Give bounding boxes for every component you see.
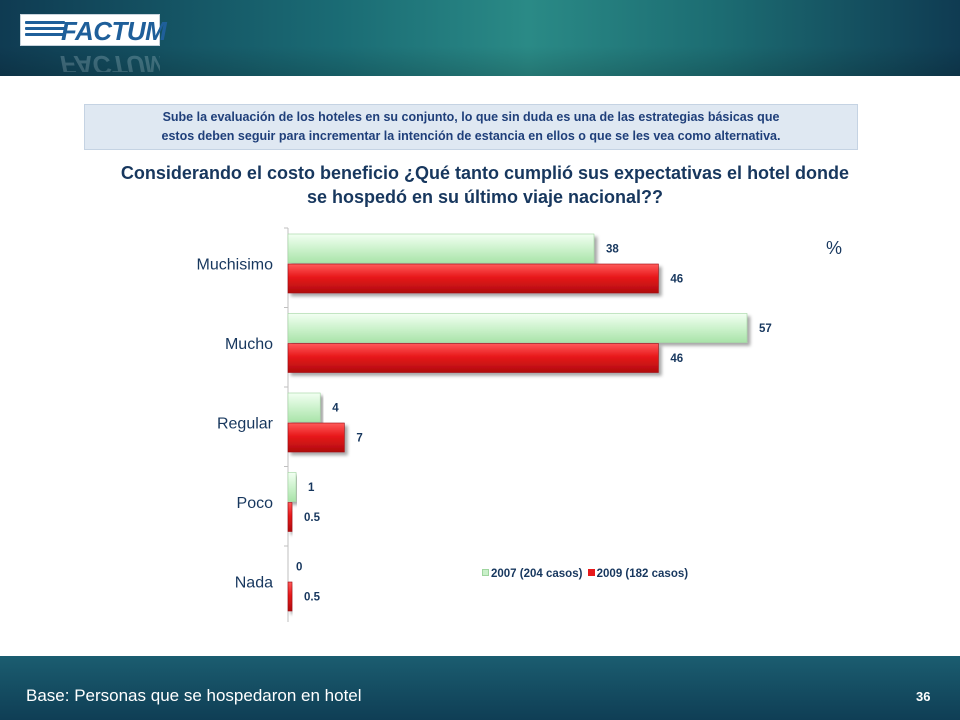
bar-mucho-2007	[287, 313, 748, 343]
summary-note: Sube la evaluación de los hoteles en su …	[84, 104, 858, 150]
note-line-1: Sube la evaluación de los hoteles en su …	[162, 110, 780, 124]
data-label-muchisimo-2009: 46	[670, 274, 683, 286]
header-banner: FACTUM FACTUM	[0, 0, 960, 76]
chart-question-title: Considerando el costo beneficio ¿Qué tan…	[90, 161, 880, 209]
data-label-poco-2009: 0.5	[304, 512, 321, 524]
legend-item-2009: 2009 (182 casos)	[587, 568, 689, 580]
bar-muchisimo-2009	[287, 263, 659, 294]
legend-label-2007: 2007 (204 casos)	[491, 568, 583, 580]
category-label-poco: Poco	[237, 495, 274, 512]
chart-legend: 2007 (204 casos) 2009 (182 casos)	[482, 568, 690, 584]
data-label-mucho-2007: 57	[759, 323, 772, 335]
category-label-regular: Regular	[217, 416, 274, 433]
legend-swatch-2009	[587, 569, 595, 576]
bar-poco-2009	[287, 502, 293, 532]
data-label-mucho-2009: 46	[670, 353, 683, 365]
legend-label-2009: 2009 (182 casos)	[596, 568, 689, 580]
category-label-mucho: Mucho	[225, 336, 273, 353]
data-label-poco-2007: 1	[308, 482, 315, 494]
legend-item-2007: 2007 (204 casos)	[482, 568, 582, 580]
logo-text: FACTUM	[61, 16, 167, 46]
question-line-2: se hospedó en su último viaje nacional??	[306, 187, 664, 207]
factum-logo: FACTUM	[20, 14, 167, 46]
category-label-nada: Nada	[235, 575, 273, 592]
page-number: 36	[916, 689, 931, 704]
data-label-regular-2007: 4	[332, 403, 339, 415]
category-label-muchisimo: Muchisimo	[197, 257, 274, 274]
logo-stripes-icon	[25, 21, 65, 43]
data-label-nada-2007: 0	[296, 562, 302, 574]
footer-banner	[0, 656, 960, 720]
bar-mucho-2009	[287, 343, 659, 373]
note-line-2: estos deben seguir para incrementar la i…	[161, 129, 781, 143]
data-label-regular-2009: 7	[356, 433, 362, 445]
base-note: Base: Personas que se hospedaron en hote…	[26, 686, 362, 705]
data-label-muchisimo-2007: 38	[606, 244, 619, 256]
bar-muchisimo-2007	[287, 233, 595, 264]
percent-unit-label: %	[826, 238, 843, 258]
bar-nada-2009	[287, 581, 293, 612]
question-line-1: Considerando el costo beneficio ¿Qué tan…	[120, 163, 850, 183]
bar-regular-2007	[287, 392, 321, 423]
bar-poco-2007	[287, 472, 297, 502]
bar-regular-2009	[287, 422, 345, 453]
data-label-nada-2009: 0.5	[304, 592, 321, 604]
legend-swatch-2007	[482, 569, 489, 576]
